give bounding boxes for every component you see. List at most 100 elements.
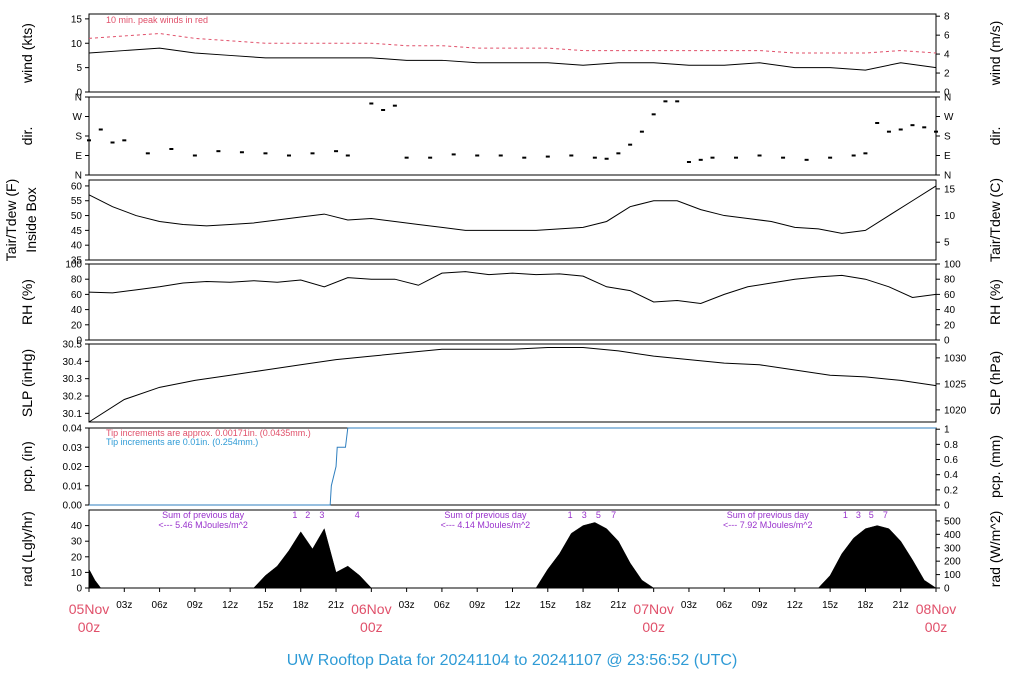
panel-0-ytick-right-label: 0 bbox=[944, 88, 950, 99]
x-tick-label: 12z bbox=[222, 600, 238, 611]
panel-1-series-0-point bbox=[428, 156, 433, 159]
panel-4-frame bbox=[88, 343, 937, 423]
panel-5-annotation-2: Tip increments are 0.01in. (0.254mm.) bbox=[106, 437, 258, 447]
panel-1-ytick-label: N bbox=[75, 171, 82, 182]
panel-2-ytick-label: 60 bbox=[71, 181, 83, 192]
panel-6-hour-marker: 1 bbox=[292, 510, 297, 520]
panel-5-ytick-label: 0.00 bbox=[63, 501, 83, 512]
panel-0-series-1-line bbox=[88, 32, 937, 54]
panel-6-ytick-label: 30 bbox=[71, 537, 83, 548]
panel-1-series-0-point bbox=[87, 139, 91, 142]
panel-6-ytick-right-label: 500 bbox=[944, 516, 961, 527]
panel-1-series-0-point bbox=[781, 156, 786, 159]
panel-3-ylabel-right: RH (%) bbox=[987, 279, 1003, 325]
panel-6-hour-marker: 7 bbox=[611, 510, 616, 520]
panel-6-day-sum-label: Sum of previous day bbox=[727, 510, 810, 520]
panel-1-series-0-point bbox=[592, 156, 597, 159]
panel-5-annotation-1: Tip increments are approx. 0.00171in. (0… bbox=[106, 428, 311, 438]
panel-0-ylabel: wind (kts) bbox=[19, 23, 35, 84]
panel-3-ytick-right-label: 80 bbox=[944, 275, 956, 286]
panel-6-hour-marker: 1 bbox=[568, 510, 573, 520]
panel-1-ytick-right-label: N bbox=[944, 93, 951, 104]
panel-1-series-0-point bbox=[663, 100, 668, 103]
panel-0-ylabel-right: wind (m/s) bbox=[987, 21, 1003, 87]
panel-1-ytick-right-label: N bbox=[944, 171, 951, 182]
panel-6-day-sum-label: Sum of previous day bbox=[162, 510, 245, 520]
panel-6-ytick-right-label: 0 bbox=[944, 584, 950, 595]
panel-2-ytick-label: 40 bbox=[71, 241, 83, 252]
panel-1-ytick-label: S bbox=[75, 132, 82, 143]
panel-5-ytick-right-label: 1 bbox=[944, 425, 950, 436]
panel-0-series-0-line bbox=[88, 47, 937, 71]
x-day-time-label: 00z bbox=[78, 619, 101, 635]
panel-1-series-0-point bbox=[757, 154, 762, 157]
x-tick-label: 09z bbox=[187, 600, 203, 611]
x-tick-label: 21z bbox=[328, 600, 344, 611]
panel-1-series-0-point bbox=[169, 148, 174, 150]
panel-0-ytick-label: 0 bbox=[76, 88, 82, 99]
panel-1-series-0-point bbox=[216, 150, 221, 153]
panel-4-ytick-label: 30.1 bbox=[63, 409, 83, 420]
panel-1-series-0-point bbox=[628, 143, 633, 146]
x-day-time-label: 00z bbox=[360, 619, 383, 635]
panel-2-ytick-label: 45 bbox=[71, 226, 83, 237]
x-tick-label: 15z bbox=[822, 600, 838, 611]
panel-1-series-0-point bbox=[98, 128, 103, 131]
panel-1-series-0-point bbox=[898, 128, 903, 131]
panel-6-hour-marker: 3 bbox=[582, 510, 587, 520]
panel-1-series-0-point bbox=[369, 102, 374, 105]
panel-3-ytick-right-label: 60 bbox=[944, 290, 956, 301]
panel-1-series-0-point bbox=[922, 126, 927, 129]
panel-6-ylabel: rad (Lgly/hr) bbox=[19, 511, 35, 586]
panel-1-ylabel-right: dir. bbox=[987, 127, 1003, 146]
panel-3-ytick-label: 0 bbox=[76, 336, 82, 347]
panel-0-ytick-label: 10 bbox=[71, 39, 83, 50]
panel-2-ytick-label: 35 bbox=[71, 256, 83, 267]
x-tick-label: 09z bbox=[469, 600, 485, 611]
panel-2-series-0-line bbox=[88, 185, 937, 234]
panel-3-ytick-label: 40 bbox=[71, 305, 83, 316]
panel-5-ytick-right-label: 0.8 bbox=[944, 440, 958, 451]
panel-6-ytick-label: 40 bbox=[71, 521, 83, 532]
panel-5-ylabel-right: pcp. (mm) bbox=[987, 435, 1003, 498]
panel-1-series-0-point bbox=[404, 156, 409, 159]
x-tick-label: 06z bbox=[434, 600, 450, 611]
panel-6-hour-marker: 3 bbox=[319, 510, 324, 520]
panel-6-hour-marker: 5 bbox=[596, 510, 601, 520]
panel-6-ytick-right-label: 400 bbox=[944, 530, 961, 541]
panel-6-series-0-area bbox=[88, 522, 937, 589]
panel-1-series-0-point bbox=[651, 113, 656, 116]
panel-5-ylabel: pcp. (in) bbox=[19, 441, 35, 492]
panel-4-ytick-label: 30.3 bbox=[63, 374, 83, 385]
panel-1-ytick-label: N bbox=[75, 93, 82, 104]
panel-3-series-0-line bbox=[88, 271, 937, 305]
panel-0-ytick-right-label: 2 bbox=[944, 69, 950, 80]
x-tick-label: 03z bbox=[116, 600, 132, 611]
panel-1-ytick-label: E bbox=[75, 151, 82, 162]
x-tick-label: 18z bbox=[575, 600, 591, 611]
panel-1-series-0-point bbox=[734, 156, 739, 159]
panel-0-ytick-right-label: 8 bbox=[944, 12, 950, 23]
x-day-label: 08Nov bbox=[916, 601, 956, 617]
panel-6-day-sum-value: <--- 7.92 MJoules/m^2 bbox=[723, 520, 813, 530]
panel-6-ytick-label: 20 bbox=[71, 552, 83, 563]
panel-6-day-sum-value: <--- 4.14 MJoules/m^2 bbox=[441, 520, 531, 530]
panel-1-series-0-point bbox=[886, 130, 891, 133]
panel-4-ytick-label: 30.5 bbox=[63, 340, 83, 351]
panel-1-series-0-point bbox=[239, 151, 244, 154]
x-day-time-label: 00z bbox=[925, 619, 948, 635]
x-tick-label: 15z bbox=[257, 600, 273, 611]
x-tick-label: 03z bbox=[399, 600, 415, 611]
panel-1-series-0-point bbox=[863, 152, 868, 155]
panel-4-ytick-label: 30.2 bbox=[63, 392, 83, 403]
panel-5-ytick-label: 0.02 bbox=[63, 462, 83, 473]
x-tick-label: 06z bbox=[152, 600, 168, 611]
panel-1-series-0-point bbox=[569, 154, 574, 157]
panel-5-ytick-right-label: 0 bbox=[944, 501, 950, 512]
panel-1-series-0-point bbox=[698, 158, 703, 161]
panel-1-ytick-right-label: E bbox=[944, 151, 951, 162]
panel-1-series-0-point bbox=[522, 156, 527, 159]
panel-6-hour-marker: 4 bbox=[355, 510, 360, 520]
x-tick-label: 09z bbox=[751, 600, 767, 611]
